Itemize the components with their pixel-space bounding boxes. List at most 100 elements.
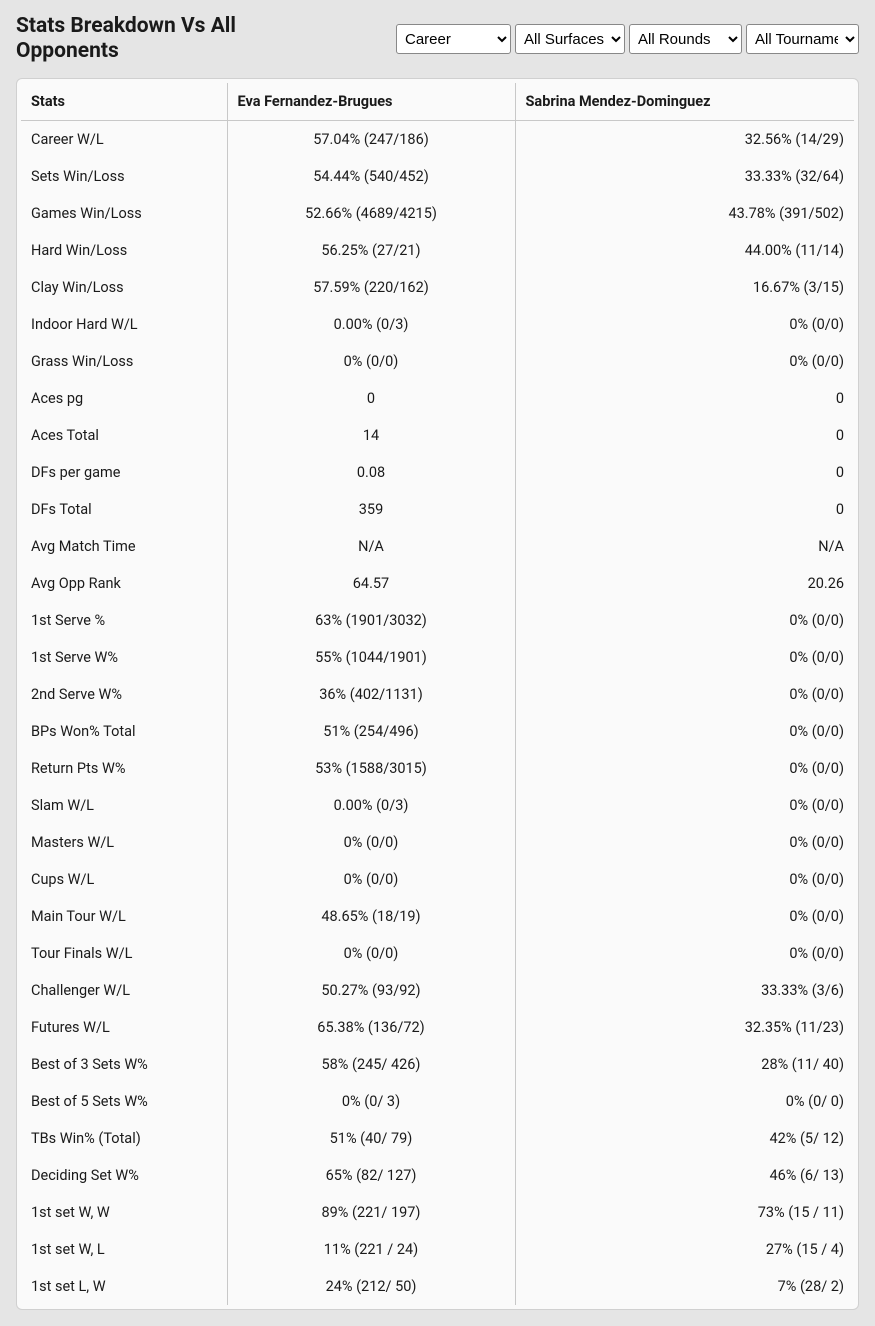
player1-value: 359 (227, 491, 515, 528)
player1-value: 57.59% (220/162) (227, 269, 515, 306)
stat-label: BPs Won% Total (21, 713, 227, 750)
column-header-stats: Stats (21, 83, 227, 121)
player1-value: 0% (0/0) (227, 861, 515, 898)
table-row: Games Win/Loss52.66% (4689/4215)43.78% (… (21, 195, 854, 232)
stat-label: Hard Win/Loss (21, 232, 227, 269)
player2-value: 42% (5/ 12) (515, 1120, 854, 1157)
table-row: Grass Win/Loss0% (0/0)0% (0/0) (21, 343, 854, 380)
filter-rounds-select[interactable]: All Rounds (629, 24, 742, 54)
player1-value: 51% (40/ 79) (227, 1120, 515, 1157)
stat-label: TBs Win% (Total) (21, 1120, 227, 1157)
stat-label: Aces Total (21, 417, 227, 454)
stats-table: Stats Eva Fernandez-Brugues Sabrina Mend… (21, 83, 854, 1305)
page-header: Stats Breakdown Vs All Opponents Career … (0, 0, 875, 78)
player1-value: 24% (212/ 50) (227, 1268, 515, 1305)
player2-value: 0% (0/0) (515, 750, 854, 787)
stat-label: DFs per game (21, 454, 227, 491)
stat-label: 1st Serve % (21, 602, 227, 639)
stat-label: Main Tour W/L (21, 898, 227, 935)
stat-label: Futures W/L (21, 1009, 227, 1046)
table-row: 1st set W, L11% (221 / 24)27% (15 / 4) (21, 1231, 854, 1268)
player2-value: 0% (0/0) (515, 861, 854, 898)
stat-label: Tour Finals W/L (21, 935, 227, 972)
stat-label: 1st set W, L (21, 1231, 227, 1268)
table-row: 1st set W, W89% (221/ 197)73% (15 / 11) (21, 1194, 854, 1231)
player2-value: 33.33% (3/6) (515, 972, 854, 1009)
player1-value: 0% (0/0) (227, 824, 515, 861)
stat-label: Games Win/Loss (21, 195, 227, 232)
table-row: Clay Win/Loss57.59% (220/162)16.67% (3/1… (21, 269, 854, 306)
stat-label: Best of 5 Sets W% (21, 1083, 227, 1120)
player1-value: 65% (82/ 127) (227, 1157, 515, 1194)
player1-value: 14 (227, 417, 515, 454)
stats-table-container: Stats Eva Fernandez-Brugues Sabrina Mend… (16, 78, 859, 1310)
player2-value: 7% (28/ 2) (515, 1268, 854, 1305)
player2-value: 0% (0/0) (515, 787, 854, 824)
stat-label: Sets Win/Loss (21, 158, 227, 195)
player1-value: 0 (227, 380, 515, 417)
stat-label: Return Pts W% (21, 750, 227, 787)
player1-value: 53% (1588/3015) (227, 750, 515, 787)
player2-value: 33.33% (32/64) (515, 158, 854, 195)
filter-career-select[interactable]: Career (396, 24, 511, 54)
stat-label: Cups W/L (21, 861, 227, 898)
player2-value: 32.56% (14/29) (515, 121, 854, 159)
column-header-player1: Eva Fernandez-Brugues (227, 83, 515, 121)
player2-value: 0% (0/0) (515, 602, 854, 639)
player2-value: 0% (0/0) (515, 343, 854, 380)
player1-value: 58% (245/ 426) (227, 1046, 515, 1083)
table-row: Sets Win/Loss54.44% (540/452)33.33% (32/… (21, 158, 854, 195)
player1-value: 65.38% (136/72) (227, 1009, 515, 1046)
page-title: Stats Breakdown Vs All Opponents (16, 14, 336, 64)
player2-value: 32.35% (11/23) (515, 1009, 854, 1046)
table-row: Hard Win/Loss56.25% (27/21)44.00% (11/14… (21, 232, 854, 269)
stat-label: Avg Match Time (21, 528, 227, 565)
player1-value: 0% (0/0) (227, 343, 515, 380)
player1-value: 51% (254/496) (227, 713, 515, 750)
player2-value: 27% (15 / 4) (515, 1231, 854, 1268)
player2-value: 28% (11/ 40) (515, 1046, 854, 1083)
player1-value: 57.04% (247/186) (227, 121, 515, 159)
table-row: Cups W/L0% (0/0)0% (0/0) (21, 861, 854, 898)
table-header-row: Stats Eva Fernandez-Brugues Sabrina Mend… (21, 83, 854, 121)
player2-value: 44.00% (11/14) (515, 232, 854, 269)
stat-label: Masters W/L (21, 824, 227, 861)
player2-value: 0% (0/0) (515, 306, 854, 343)
table-row: Tour Finals W/L0% (0/0)0% (0/0) (21, 935, 854, 972)
stat-label: Grass Win/Loss (21, 343, 227, 380)
stat-label: Career W/L (21, 121, 227, 159)
filter-surface-select[interactable]: All Surfaces (515, 24, 625, 54)
stat-label: 1st set W, W (21, 1194, 227, 1231)
player1-value: 63% (1901/3032) (227, 602, 515, 639)
player1-value: 0.00% (0/3) (227, 787, 515, 824)
table-row: Avg Match TimeN/AN/A (21, 528, 854, 565)
player1-value: 50.27% (93/92) (227, 972, 515, 1009)
player2-value: 0% (0/0) (515, 824, 854, 861)
player2-value: 0 (515, 417, 854, 454)
table-row: Return Pts W%53% (1588/3015)0% (0/0) (21, 750, 854, 787)
player2-value: 0% (0/0) (515, 713, 854, 750)
player1-value: 11% (221 / 24) (227, 1231, 515, 1268)
stat-label: Avg Opp Rank (21, 565, 227, 602)
player2-value: 0% (0/0) (515, 935, 854, 972)
table-row: 1st set L, W24% (212/ 50)7% (28/ 2) (21, 1268, 854, 1305)
table-row: Main Tour W/L48.65% (18/19)0% (0/0) (21, 898, 854, 935)
stat-label: Indoor Hard W/L (21, 306, 227, 343)
player2-value: 0 (515, 491, 854, 528)
table-row: Masters W/L0% (0/0)0% (0/0) (21, 824, 854, 861)
stat-label: 1st set L, W (21, 1268, 227, 1305)
column-header-player2: Sabrina Mendez-Dominguez (515, 83, 854, 121)
table-row: BPs Won% Total51% (254/496)0% (0/0) (21, 713, 854, 750)
stat-label: Aces pg (21, 380, 227, 417)
player1-value: 0% (0/ 3) (227, 1083, 515, 1120)
table-row: Deciding Set W%65% (82/ 127)46% (6/ 13) (21, 1157, 854, 1194)
player1-value: 64.57 (227, 565, 515, 602)
stat-label: 2nd Serve W% (21, 676, 227, 713)
table-row: DFs Total3590 (21, 491, 854, 528)
filter-tournaments-select[interactable]: All Tournaments (746, 24, 859, 54)
table-row: Aces pg00 (21, 380, 854, 417)
table-row: Aces Total140 (21, 417, 854, 454)
player1-value: 56.25% (27/21) (227, 232, 515, 269)
player2-value: 43.78% (391/502) (515, 195, 854, 232)
player1-value: 89% (221/ 197) (227, 1194, 515, 1231)
